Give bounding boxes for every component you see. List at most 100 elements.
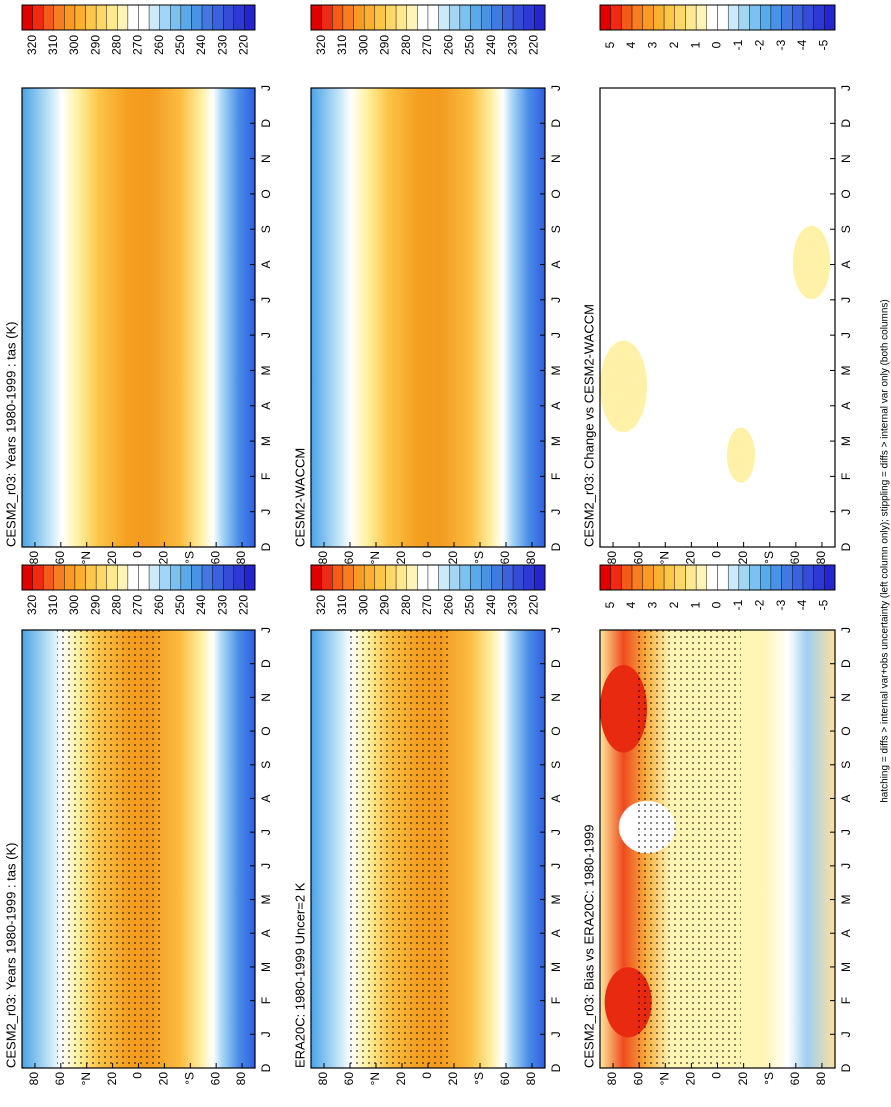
x-tick-label: J bbox=[259, 863, 273, 869]
x-tick-label: F bbox=[259, 997, 273, 1004]
y-tick-label: °S bbox=[762, 1072, 776, 1085]
colorbar-label: 310 bbox=[46, 595, 60, 615]
x-tick-label: A bbox=[839, 402, 853, 410]
colorbar-label: 240 bbox=[194, 35, 208, 55]
x-tick-label: D bbox=[549, 119, 563, 128]
colorbar-box bbox=[738, 4, 750, 31]
colorbar-box bbox=[813, 4, 825, 31]
y-tick-label: °N bbox=[368, 1072, 382, 1085]
x-tick-label: D bbox=[259, 542, 273, 551]
y-tick-label: 20 bbox=[394, 551, 408, 565]
colorbar-box bbox=[42, 4, 54, 31]
colorbar-label: 220 bbox=[237, 595, 251, 615]
colorbar-box bbox=[95, 564, 107, 591]
x-tick-label: A bbox=[549, 402, 563, 410]
colorbar-box bbox=[212, 564, 224, 591]
colorbar-frame bbox=[310, 4, 546, 31]
x-tick-label: J bbox=[549, 1031, 563, 1037]
colorbar-box bbox=[792, 564, 804, 591]
colorbar-box bbox=[42, 564, 54, 591]
x-tick-label: D bbox=[549, 542, 563, 551]
colorbar-box bbox=[459, 564, 471, 591]
colorbar-label: -5 bbox=[816, 599, 830, 610]
y-tick-label: °N bbox=[368, 551, 382, 564]
colorbar-label: -3 bbox=[774, 599, 788, 610]
colorbar-box bbox=[223, 564, 235, 591]
colorbar-label: 300 bbox=[67, 35, 81, 55]
colorbar-box bbox=[599, 564, 611, 591]
colorbar-box bbox=[332, 4, 344, 31]
panel-title: CESM2_r03: Bias vs ERA20C: 1980-1999 bbox=[581, 824, 596, 1068]
y-tick-label: 80 bbox=[605, 1072, 619, 1086]
x-tick-label: J bbox=[839, 1031, 853, 1037]
x-tick-label: A bbox=[259, 261, 273, 269]
y-tick-label: 60 bbox=[342, 551, 356, 565]
colorbar-label: 5 bbox=[603, 41, 617, 48]
panel-title: CESM2-WACCM bbox=[292, 448, 307, 547]
colorbar-label: 3 bbox=[646, 41, 660, 48]
colorbar-label: 220 bbox=[527, 595, 541, 615]
colorbar-label: -5 bbox=[816, 39, 830, 50]
colorbar-box bbox=[653, 564, 665, 591]
colorbar-box bbox=[406, 564, 418, 591]
x-tick-label: J bbox=[839, 85, 853, 91]
contour-patch bbox=[726, 427, 756, 483]
colorbar-label: 310 bbox=[46, 35, 60, 55]
colorbar-frame bbox=[21, 564, 256, 591]
x-tick-label: D bbox=[839, 119, 853, 128]
colorbar-box bbox=[760, 4, 772, 31]
colorbar-box bbox=[727, 4, 740, 31]
x-tick-label: M bbox=[839, 895, 853, 905]
contour-field bbox=[22, 88, 255, 547]
colorbar-box bbox=[480, 4, 493, 31]
x-tick-label: A bbox=[549, 929, 563, 937]
x-tick-label: F bbox=[839, 997, 853, 1004]
colorbar-label: 270 bbox=[131, 35, 145, 55]
colorbar-box bbox=[824, 564, 836, 591]
colorbar-box bbox=[781, 564, 793, 591]
y-tick-label: 60 bbox=[342, 1072, 356, 1086]
colorbar-label: 250 bbox=[173, 595, 187, 615]
y-tick-label: 20 bbox=[684, 551, 698, 565]
x-tick-label: N bbox=[839, 154, 853, 163]
footer-note: hatching = diffs > internal var+obs unce… bbox=[880, 299, 891, 803]
colorbar-box bbox=[233, 4, 245, 31]
colorbar-box bbox=[491, 4, 503, 31]
colorbar-box bbox=[663, 4, 675, 31]
colorbar-box bbox=[180, 564, 192, 591]
colorbar-box bbox=[353, 564, 365, 591]
colorbar-box bbox=[480, 564, 493, 591]
colorbar-box bbox=[342, 4, 354, 31]
colorbar-label: 250 bbox=[463, 35, 477, 55]
y-tick-label: 60 bbox=[631, 551, 645, 565]
colorbar-label: 320 bbox=[314, 595, 328, 615]
colorbar-box bbox=[824, 4, 836, 31]
x-tick-label: J bbox=[549, 627, 563, 633]
colorbar-label: 240 bbox=[484, 35, 498, 55]
colorbar-label: -2 bbox=[752, 599, 766, 610]
colorbar-box bbox=[642, 564, 654, 591]
x-tick-label: M bbox=[839, 962, 853, 972]
colorbar-box bbox=[53, 4, 65, 31]
x-tick-label: J bbox=[839, 863, 853, 869]
colorbar-box bbox=[631, 564, 643, 591]
colorbar-box bbox=[621, 564, 633, 591]
colorbar-label: -3 bbox=[774, 39, 788, 50]
colorbar-box bbox=[223, 4, 235, 31]
y-tick-label: 20 bbox=[157, 551, 171, 565]
colorbar-box bbox=[653, 4, 665, 31]
colorbar-box bbox=[85, 4, 97, 31]
colorbar-box bbox=[138, 564, 150, 591]
colorbar-label: 310 bbox=[335, 35, 349, 55]
x-tick-label: J bbox=[259, 332, 273, 338]
x-tick-label: M bbox=[549, 895, 563, 905]
colorbar-box bbox=[813, 564, 825, 591]
x-tick-label: J bbox=[839, 627, 853, 633]
colorbar-label: 2 bbox=[667, 41, 681, 48]
x-tick-label: M bbox=[259, 962, 273, 972]
x-tick-label: M bbox=[259, 895, 273, 905]
colorbar-label: 280 bbox=[399, 595, 413, 615]
colorbar-label: 260 bbox=[152, 595, 166, 615]
y-tick-label: 80 bbox=[234, 551, 248, 565]
colorbar-label: 4 bbox=[624, 41, 638, 48]
